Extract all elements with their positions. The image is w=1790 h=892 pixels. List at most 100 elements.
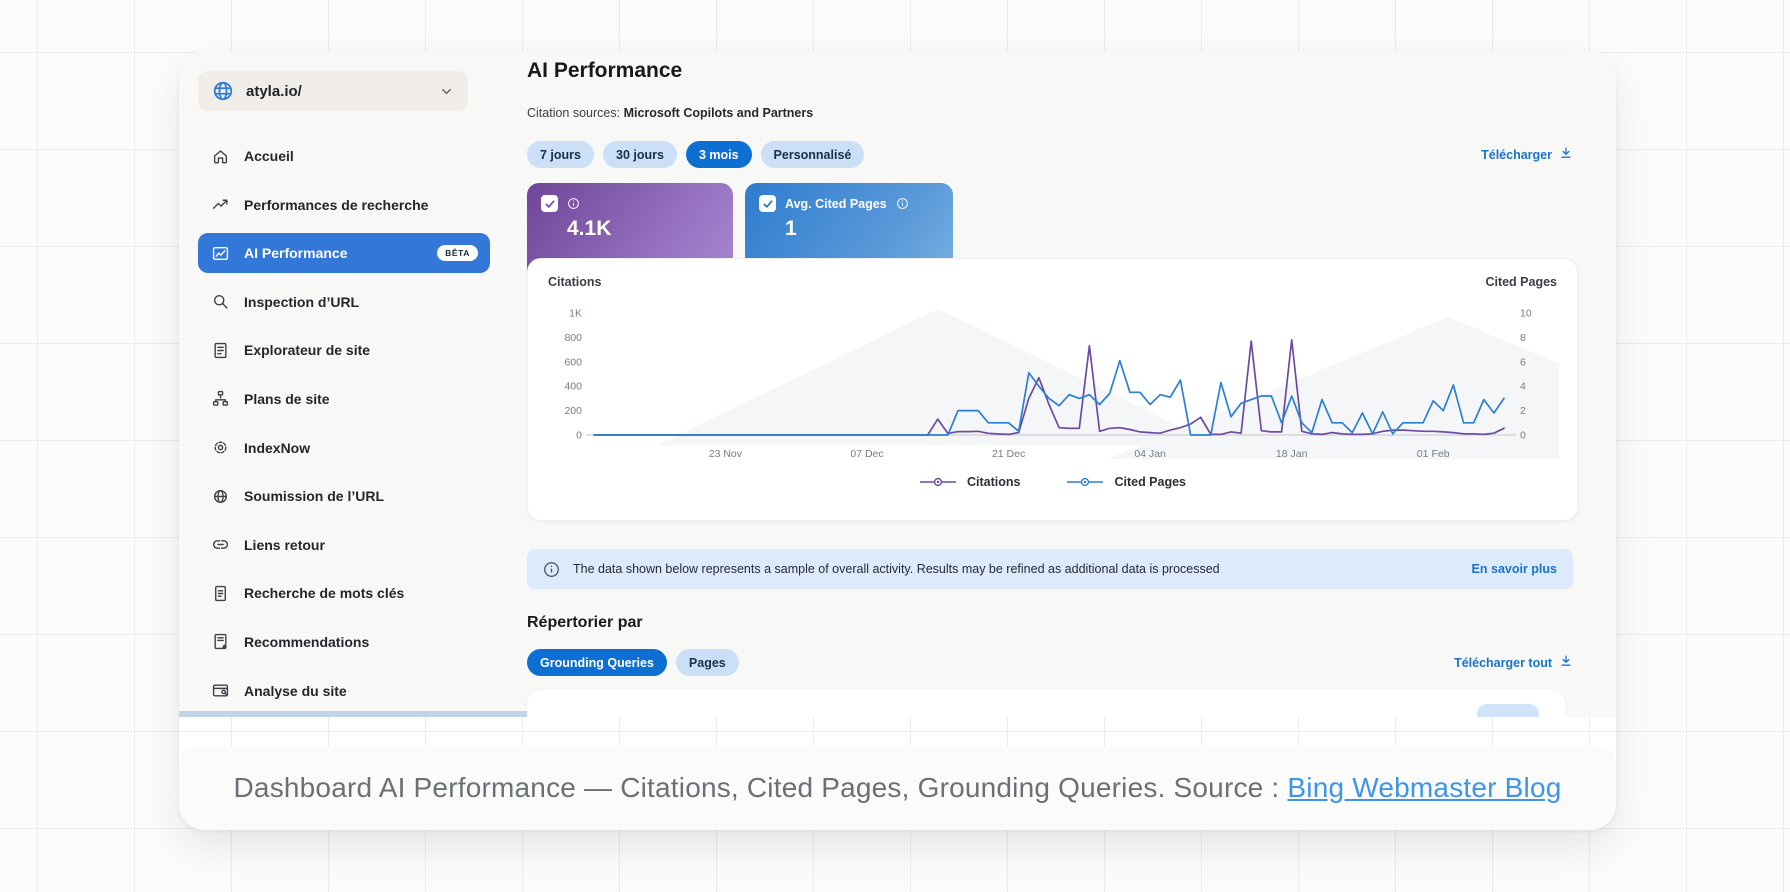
sidebar-item-recommendations[interactable]: Recommendations bbox=[198, 622, 490, 662]
sidebar-item-label: Recherche de mots clés bbox=[244, 585, 405, 602]
download-all-link[interactable]: Télécharger tout bbox=[1454, 654, 1573, 671]
gear-icon bbox=[212, 439, 229, 456]
sidebar-cut-strip bbox=[179, 711, 539, 717]
table-card-cut bbox=[527, 690, 1565, 717]
cited-pages-label: Avg. Cited Pages bbox=[785, 196, 887, 211]
sidebar-item-plans-de-site[interactable]: Plans de site bbox=[198, 379, 490, 419]
svg-text:8: 8 bbox=[1520, 332, 1526, 344]
svg-text:21 Dec: 21 Dec bbox=[992, 448, 1025, 460]
banner-text: The data shown below represents a sample… bbox=[573, 562, 1220, 576]
sidebar-item-label: AI Performance bbox=[244, 245, 348, 262]
range-pill-7-jours[interactable]: 7 jours bbox=[527, 141, 594, 168]
site-selector[interactable]: atyla.io/ bbox=[198, 71, 468, 111]
sidebar-item-ai-performance[interactable]: AI Performance BÊTA bbox=[198, 233, 490, 274]
list-tabs: Grounding Queries Pages bbox=[527, 649, 739, 676]
browser-icon bbox=[212, 682, 229, 699]
sidebar-item-label: Inspection d’URL bbox=[244, 293, 360, 310]
sidebar-item-explorateur-de-site[interactable]: Explorateur de site bbox=[198, 330, 490, 370]
date-range-row: 7 jours 30 jours 3 mois Personnalisé Téléch… bbox=[527, 141, 1573, 168]
citation-sources-value: Microsoft Copilots and Partners bbox=[623, 106, 814, 120]
sidebar: atyla.io/ Accueil Performances de recherc… bbox=[179, 51, 539, 717]
table-filter-pill-cut bbox=[1477, 704, 1539, 717]
left-axis-title: Citations bbox=[548, 275, 602, 289]
globe-icon bbox=[212, 488, 229, 505]
chevron-down-icon bbox=[439, 84, 454, 99]
right-axis-title: Cited Pages bbox=[1485, 275, 1557, 289]
citation-sources: Citation sources: Microsoft Copilots and… bbox=[527, 106, 1573, 120]
legend-marker-icon bbox=[919, 477, 956, 487]
download-icon bbox=[1559, 654, 1573, 671]
sidebar-item-accueil[interactable]: Accueil bbox=[198, 136, 490, 176]
sidebar-item-label: Accueil bbox=[244, 148, 294, 164]
info-banner: The data shown below represents a sample… bbox=[527, 549, 1573, 589]
svg-text:23 Nov: 23 Nov bbox=[709, 448, 743, 460]
download-link[interactable]: Télécharger bbox=[1481, 146, 1573, 163]
legend-item-cited-pages[interactable]: Cited Pages bbox=[1066, 475, 1186, 489]
sidebar-item-performances-de-recherche[interactable]: Performances de recherche bbox=[198, 185, 490, 225]
svg-text:1K: 1K bbox=[569, 308, 582, 320]
sidebar-item-label: Performances de recherche bbox=[244, 196, 429, 213]
svg-text:6: 6 bbox=[1520, 356, 1526, 368]
svg-text:2: 2 bbox=[1520, 405, 1526, 417]
doc-list-icon bbox=[212, 342, 229, 359]
svg-text:10: 10 bbox=[1520, 308, 1532, 320]
main-content: AI Performance Citation sources: Microso… bbox=[527, 51, 1578, 717]
svg-text:04 Jan: 04 Jan bbox=[1134, 448, 1166, 460]
date-range-pills: 7 jours 30 jours 3 mois Personnalisé bbox=[527, 141, 865, 168]
caption-link[interactable]: Bing Webmaster Blog bbox=[1287, 772, 1562, 803]
svg-text:0: 0 bbox=[1520, 430, 1526, 442]
svg-text:200: 200 bbox=[564, 405, 582, 417]
learn-more-link[interactable]: En savoir plus bbox=[1471, 562, 1557, 576]
checkbox-checked-icon[interactable] bbox=[541, 195, 558, 212]
sitemap-icon bbox=[212, 390, 229, 407]
sidebar-item-indexnow[interactable]: IndexNow bbox=[198, 428, 490, 468]
range-pill-30-jours[interactable]: 30 jours bbox=[603, 141, 677, 168]
svg-text:800: 800 bbox=[564, 332, 582, 344]
info-icon bbox=[543, 561, 560, 578]
range-pill-3-mois[interactable]: 3 mois bbox=[685, 141, 752, 168]
info-icon bbox=[567, 197, 580, 210]
sidebar-item-label: Explorateur de site bbox=[244, 342, 371, 359]
download-label: Télécharger bbox=[1481, 147, 1552, 162]
svg-text:4: 4 bbox=[1520, 381, 1526, 393]
sidebar-item-label: IndexNow bbox=[244, 439, 311, 456]
beta-badge: BÊTA bbox=[437, 245, 478, 262]
caption-text: Dashboard AI Performance — Citations, Ci… bbox=[233, 772, 1280, 803]
sidebar-item-recherche-de-mots-cl-s[interactable]: Recherche de mots clés bbox=[198, 573, 490, 613]
sidebar-item-liens-retour[interactable]: Liens retour bbox=[198, 525, 490, 565]
download-icon bbox=[1559, 146, 1573, 163]
citation-sources-label: Citation sources: bbox=[527, 106, 621, 120]
tab-pill-pages[interactable]: Pages bbox=[675, 649, 739, 676]
svg-text:18 Jan: 18 Jan bbox=[1276, 448, 1308, 460]
figure-card: atyla.io/ Accueil Performances de recherc… bbox=[179, 51, 1616, 830]
svg-text:0: 0 bbox=[576, 430, 582, 442]
chart-card: Citations Cited Pages 1K 800 600 400 200 0 10 8… bbox=[527, 258, 1578, 521]
sidebar-item-inspection-d-url[interactable]: Inspection d’URL bbox=[198, 282, 490, 322]
chart-legend: Citations Cited Pages bbox=[548, 475, 1557, 489]
download-all-label: Télécharger tout bbox=[1454, 655, 1552, 670]
tab-pill-grounding-queries[interactable]: Grounding Queries bbox=[527, 649, 667, 676]
dashboard-screenshot: atyla.io/ Accueil Performances de recherc… bbox=[179, 51, 1616, 717]
citations-value: 4.1K bbox=[567, 217, 612, 240]
checkbox-checked-icon[interactable] bbox=[759, 195, 776, 212]
svg-text:07 Dec: 07 Dec bbox=[850, 448, 883, 460]
site-name: atyla.io/ bbox=[246, 82, 302, 100]
list-section-title: Répertorier par bbox=[527, 614, 643, 631]
legend-item-citations[interactable]: Citations bbox=[919, 475, 1020, 489]
cited-pages-value: 1 bbox=[785, 217, 797, 240]
range-pill-personnalis-[interactable]: Personnalisé bbox=[760, 141, 865, 168]
sidebar-item-analyse-du-site[interactable]: Analyse du site bbox=[198, 671, 490, 711]
sidebar-item-soumission-de-l-url[interactable]: Soumission de l’URL bbox=[198, 476, 490, 516]
sidebar-item-label: Analyse du site bbox=[244, 682, 347, 699]
doc-alert-icon bbox=[212, 633, 229, 650]
sidebar-item-label: Recommendations bbox=[244, 633, 370, 650]
ai-performance-chart: 1K 800 600 400 200 0 10 8 6 4 2 0 23 Nov 07 Dec 21 Dec… bbox=[564, 308, 1559, 460]
legend-label: Cited Pages bbox=[1114, 475, 1187, 489]
list-tabs-row: Grounding Queries Pages Télécharger tout bbox=[527, 649, 1573, 676]
search-icon bbox=[212, 293, 229, 310]
info-icon bbox=[896, 197, 909, 210]
svg-text:01 Feb: 01 Feb bbox=[1417, 448, 1450, 460]
sidebar-item-label: Plans de site bbox=[244, 390, 330, 407]
globe-icon bbox=[212, 80, 234, 102]
